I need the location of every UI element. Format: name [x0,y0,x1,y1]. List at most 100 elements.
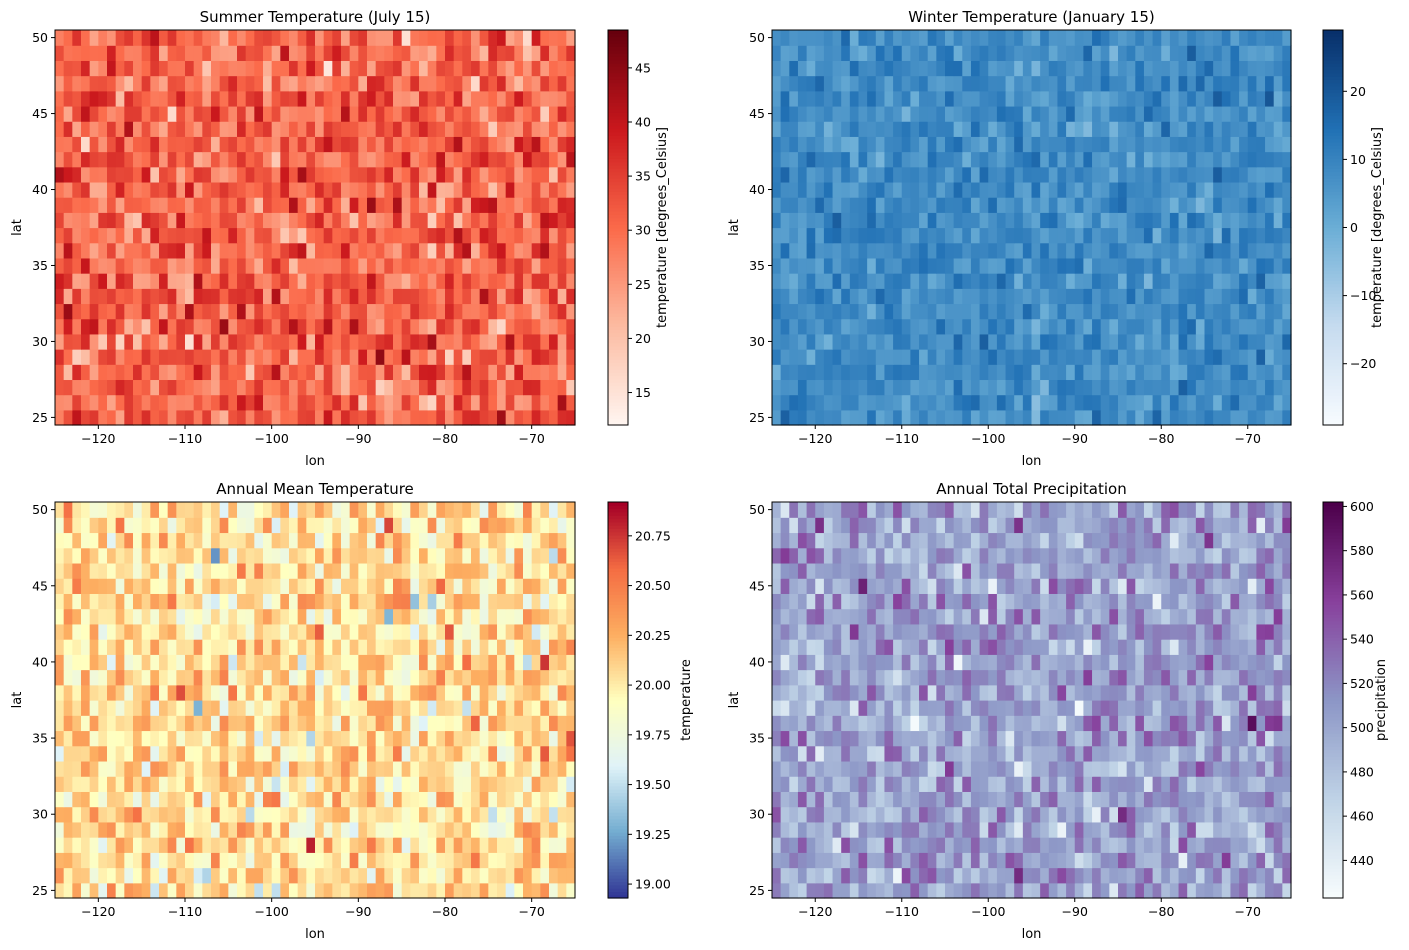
heatmap-cell [219,532,229,549]
heatmap-cell [375,639,385,655]
y-axis-label: lat [10,219,25,236]
heatmap-cell [124,502,134,518]
heatmap-cell [349,791,359,808]
heatmap-cell [202,791,212,808]
heatmap-cell [81,760,91,777]
heatmap-cell [297,242,307,259]
heatmap-cell [867,318,877,335]
heatmap-cell [150,151,160,168]
heatmap-cell [245,532,255,549]
heatmap-cell [1178,212,1188,229]
colorbar-swatch [1323,109,1343,113]
heatmap-cell [323,181,333,198]
heatmap-cell [445,105,455,122]
heatmap-cell [523,517,533,534]
heatmap-cell [211,562,221,579]
heatmap-cell [375,45,385,61]
heatmap-cell [81,303,91,320]
heatmap-cell [806,364,816,381]
heatmap-cell [514,45,524,61]
heatmap-cell [410,532,420,549]
heatmap-cell [89,669,99,686]
heatmap-cell [115,502,125,518]
heatmap-cell [297,394,307,411]
heatmap-cell [419,562,429,579]
heatmap-cell [254,212,264,229]
heatmap-cell [823,257,834,274]
heatmap-cell [306,745,316,762]
heatmap-cell [523,90,533,107]
heatmap-cell [806,288,816,305]
heatmap-cell [332,394,342,411]
heatmap-cell [462,45,472,61]
heatmap-cell [893,364,903,381]
heatmap-cell [323,852,333,869]
heatmap-cell [1161,90,1171,107]
heatmap-cell [349,394,359,411]
heatmap-cell [531,75,541,92]
heatmap-cell [115,151,125,168]
heatmap-cell [176,166,186,183]
heatmap-cell [1152,409,1162,426]
heatmap-cell [141,409,151,426]
heatmap-cell [789,136,799,153]
heatmap-cell [1109,257,1119,274]
heatmap-cell [919,333,929,350]
heatmap-cell [549,30,559,46]
colorbar-swatch [608,204,628,209]
heatmap-cell [1282,136,1292,153]
heatmap-cell [1126,394,1136,411]
heatmap-cell [445,562,455,579]
heatmap-cell [419,517,429,534]
heatmap-cell [401,654,411,671]
heatmap-cell [1152,257,1162,274]
heatmap-cell [289,562,299,579]
heatmap-cell [115,409,125,426]
heatmap-cell [505,303,515,320]
heatmap-cell [306,136,316,153]
heatmap-cell [445,791,455,808]
heatmap-cell [557,45,567,61]
heatmap-cell [315,882,325,899]
heatmap-cell [124,791,134,808]
heatmap-cell [962,105,972,122]
heatmap-cell [89,532,99,549]
heatmap-cell [780,212,790,229]
heatmap-cell [1135,121,1145,137]
heatmap-cell [133,212,143,229]
heatmap-cell [797,303,808,320]
heatmap-cell [63,379,73,396]
heatmap-cell [540,364,550,381]
heatmap-cell [427,623,437,640]
heatmap-cell [98,333,108,350]
heatmap-cell [566,684,576,701]
heatmap-cell [815,394,825,411]
heatmap-cell [349,364,359,381]
heatmap-cell [1005,273,1015,289]
heatmap-cell [566,242,576,259]
heatmap-cell [815,227,825,244]
heatmap-cell [453,700,463,716]
heatmap-cell [557,121,567,137]
heatmap-cell [945,273,955,289]
heatmap-cell [1187,212,1197,229]
heatmap-cell [401,867,411,884]
colorbar-swatch [1323,309,1343,314]
heatmap-cell [919,30,929,46]
heatmap-cell [540,273,550,289]
heatmap-cell [1074,349,1084,365]
heatmap-cell [63,349,73,365]
heatmap-cell [393,257,403,274]
heatmap-cell [462,197,472,213]
heatmap-cell [523,806,533,823]
heatmap-cell [453,121,463,137]
heatmap-cell [228,837,238,853]
colorbar-swatch [608,283,628,288]
heatmap-cell [167,700,177,716]
heatmap-cell [133,852,143,869]
heatmap-cell [63,151,73,168]
heatmap-cell [1031,30,1041,46]
colorbar-swatch [608,313,628,317]
heatmap-cell [323,379,333,396]
heatmap-cell [514,837,524,853]
